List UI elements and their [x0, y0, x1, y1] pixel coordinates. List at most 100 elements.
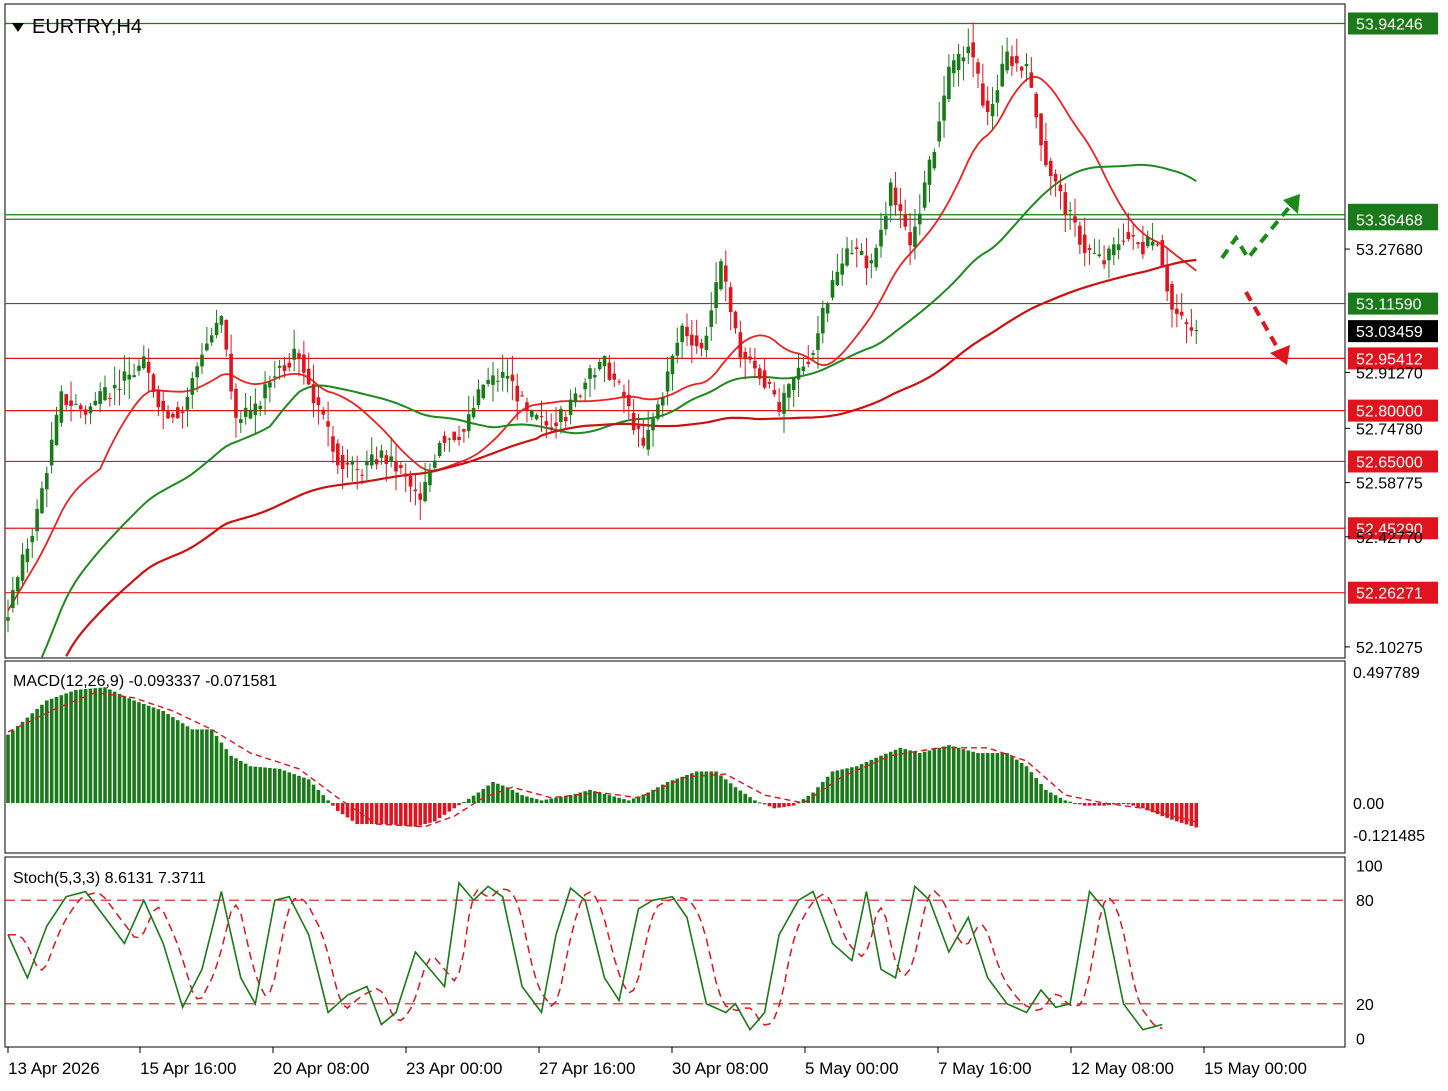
candle-body: [287, 362, 292, 368]
candle-body: [1073, 216, 1077, 223]
macd-histogram-bar: [205, 729, 209, 804]
macd-histogram-bar: [268, 767, 272, 804]
candle-body: [326, 421, 330, 427]
macd-histogram-bar: [394, 803, 398, 825]
macd-histogram-bar: [898, 747, 903, 804]
macd-histogram-bar: [568, 795, 573, 804]
candle-body: [733, 311, 738, 329]
macd-histogram-bar: [93, 688, 98, 804]
macd-histogram-bar: [253, 766, 258, 804]
dropdown-triangle-icon[interactable]: [12, 23, 24, 32]
candle-body: [1092, 252, 1097, 254]
macd-histogram-bar: [15, 726, 20, 804]
macd-histogram-bar: [190, 729, 195, 804]
green-arrow-up-icon: [1220, 198, 1297, 262]
candle-body: [660, 397, 665, 406]
ma-mid-line: [40, 163, 1197, 658]
macd-histogram-bar: [850, 767, 854, 804]
macd-histogram-bar: [631, 798, 636, 804]
macd-histogram-bar: [331, 803, 335, 806]
macd-histogram-bar: [1141, 803, 1145, 809]
macd-histogram-bar: [966, 750, 971, 804]
candle-body: [93, 400, 98, 406]
candle-body: [1039, 113, 1043, 146]
candle-body: [888, 182, 893, 206]
candle-body: [719, 261, 723, 290]
candle-body: [74, 404, 78, 406]
macd-histogram-bar: [787, 803, 791, 807]
candle-body: [602, 356, 607, 367]
candle-body: [1170, 284, 1174, 310]
macd-histogram-bar: [554, 797, 558, 804]
macd-histogram-bar: [500, 785, 505, 804]
macd-histogram-bar: [665, 781, 670, 804]
macd-histogram-bar: [302, 777, 306, 804]
candle-body: [966, 46, 971, 54]
candle-body: [932, 151, 937, 169]
price-tick-label-1: 53.27680: [1356, 242, 1423, 259]
macd-histogram-bar: [782, 803, 786, 807]
red-arrowhead-icon: [1270, 345, 1290, 365]
candle-body: [1160, 240, 1165, 268]
candle-body: [205, 343, 209, 351]
candle-body: [728, 287, 733, 313]
macd-histogram-bar: [602, 793, 607, 804]
candle-body: [777, 402, 781, 412]
candle-body: [403, 473, 408, 477]
support-level-4-tag: [1348, 517, 1438, 540]
macd-histogram-bar: [25, 717, 30, 804]
candle-body: [1087, 248, 1092, 251]
macd-histogram-bar: [137, 702, 141, 804]
macd-histogram-bar: [724, 779, 728, 804]
macd-histogram-bar: [1097, 803, 1102, 806]
macd-histogram-bar: [287, 772, 292, 804]
candle-body: [437, 442, 442, 457]
candle-body: [918, 213, 922, 225]
macd-histogram-bar: [830, 771, 835, 804]
candle-body: [1058, 184, 1063, 192]
candle-body: [563, 417, 568, 422]
macd-histogram-bar: [918, 753, 922, 804]
candle-body: [423, 482, 427, 502]
resistance-level-1-tag: [1348, 12, 1438, 35]
macd-histogram-bar: [59, 695, 64, 804]
candle-body: [505, 375, 510, 379]
candle-body: [25, 548, 30, 563]
macd-histogram-bar: [753, 800, 757, 804]
macd-histogram-bar: [127, 698, 132, 804]
candle-body: [767, 382, 772, 384]
macd-histogram-bar: [11, 730, 15, 804]
candle-body: [539, 416, 544, 418]
time-axis-label-3: 20 Apr 08:00: [273, 1059, 369, 1078]
macd-histogram-bar: [1112, 803, 1116, 805]
candle-body: [680, 325, 684, 343]
candle-body: [1053, 173, 1058, 182]
candle-body: [961, 57, 966, 62]
candle-body: [127, 374, 132, 380]
candle-body: [408, 476, 413, 487]
candle-body: [816, 333, 820, 350]
candle-body: [1019, 66, 1024, 71]
symbol-header[interactable]: EURTRY,H4: [12, 16, 142, 39]
macd-histogram-bar: [229, 755, 233, 804]
macd-histogram-bar: [326, 800, 330, 804]
macd-histogram-bar: [1165, 803, 1169, 818]
macd-histogram-bar: [350, 803, 355, 821]
macd-histogram-bar: [1102, 803, 1106, 806]
candle-body: [224, 319, 229, 350]
candle-body: [796, 367, 801, 380]
time-axis-label-9: 12 May 08:00: [1071, 1059, 1174, 1078]
macd-histogram-bar: [476, 792, 481, 804]
candle-body: [500, 371, 505, 378]
macd-histogram-bar: [1010, 756, 1014, 804]
macd-histogram-bar: [835, 770, 840, 804]
candle-body: [272, 376, 277, 378]
macd-histogram-bar: [200, 729, 204, 804]
macd-histogram-bar: [927, 750, 932, 804]
macd-histogram-bar: [1145, 803, 1150, 811]
macd-histogram-bar: [597, 792, 602, 804]
candle-body: [369, 454, 374, 466]
candle-body: [1165, 264, 1169, 292]
macd-histogram-bar: [942, 746, 946, 804]
macd-histogram-bar: [607, 795, 612, 804]
